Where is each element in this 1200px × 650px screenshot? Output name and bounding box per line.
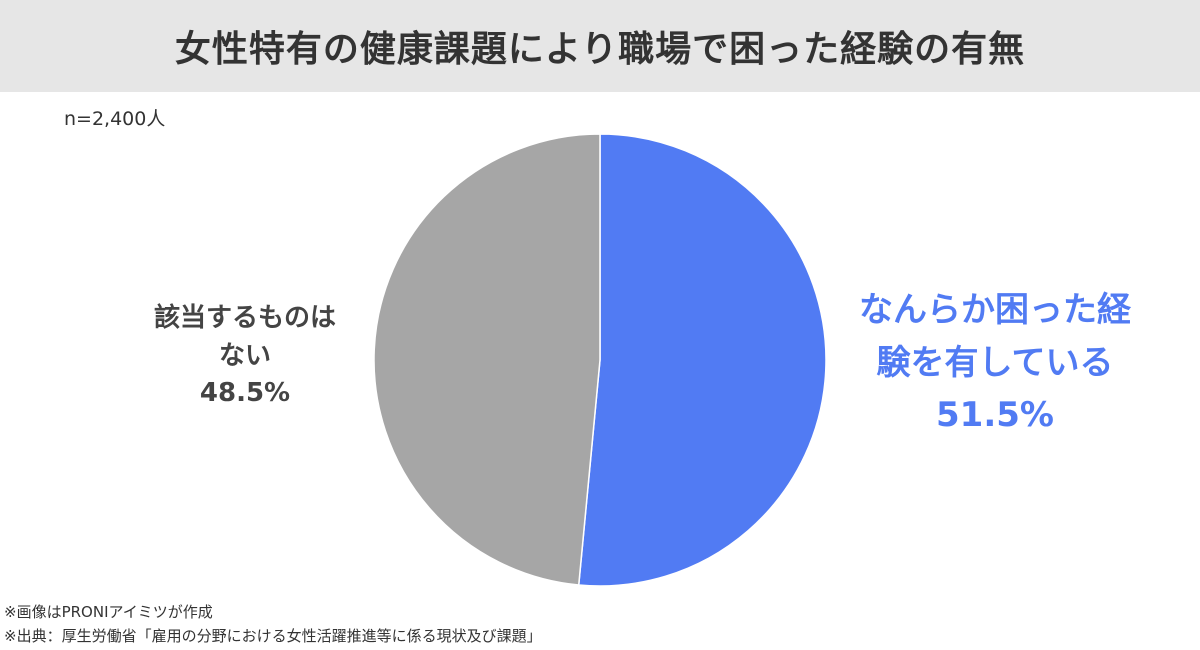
footnote-image-credit: ※画像はPRONIアイミツが作成 (4, 603, 213, 621)
pie-slice-none (373, 133, 601, 586)
slice-value-none: 48.5% (199, 378, 291, 409)
sample-size-label: n=2,400人 (64, 108, 166, 130)
slice-label-none-line-1: 該当するものは (153, 303, 336, 333)
slice-value-troubled: 51.5% (936, 395, 1054, 436)
title-bar: 女性特有の健康課題により職場で困った経験の有無 (0, 0, 1200, 92)
slice-label-none-line-2: ない (218, 340, 271, 371)
footnote-source: ※出典：厚生労働省「雇用の分野における女性活躍推進等に係る現状及び課題」 (4, 627, 542, 645)
slice-label-troubled-line-1: なんらか困った経 (859, 290, 1131, 330)
slice-label-none: 該当するものは ない 48.5% (100, 300, 390, 413)
footnotes: ※画像はPRONIアイミツが作成 ※出典：厚生労働省「雇用の分野における女性活躍… (4, 600, 542, 648)
chart-title: 女性特有の健康課題により職場で困った経験の有無 (174, 29, 1026, 70)
slice-label-troubled: なんらか困った経 験を有している 51.5% (830, 284, 1160, 442)
slice-label-troubled-line-2: 験を有している (876, 342, 1114, 383)
pie-slice-troubled (577, 133, 827, 587)
